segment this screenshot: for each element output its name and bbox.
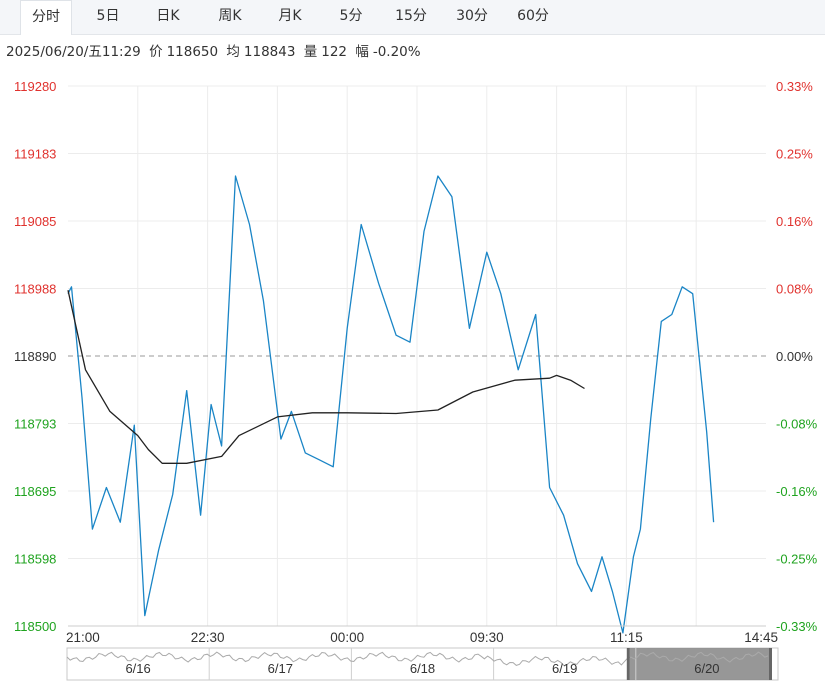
navigator-date-label: 6/20 bbox=[694, 661, 719, 676]
navigator-trend bbox=[66, 651, 769, 667]
average-price-line bbox=[67, 290, 585, 464]
x-tick-label: 14:45 bbox=[744, 630, 778, 645]
tab-intraday[interactable]: 分时 bbox=[20, 0, 72, 35]
y-tick-left: 118500 bbox=[14, 619, 56, 634]
x-tick-label: 09:30 bbox=[470, 630, 504, 645]
y-tick-right: 0.16% bbox=[776, 214, 813, 229]
tab-5min[interactable]: 5分 bbox=[339, 8, 363, 24]
navigator-date-label: 6/18 bbox=[410, 661, 435, 676]
y-tick-right: 0.25% bbox=[776, 147, 813, 162]
period-tabs: 分时 5日 日K 周K 月K 5分 15分 30分 60分 bbox=[0, 0, 825, 35]
x-tick-label: 21:00 bbox=[66, 630, 100, 645]
info-chg-label: 幅 bbox=[355, 44, 369, 60]
y-tick-left: 119183 bbox=[14, 147, 56, 162]
quote-info-bar: 2025/06/20/五11:29 价 118650 均 118843 量 122 幅… bbox=[6, 40, 425, 60]
tab-30min[interactable]: 30分 bbox=[456, 8, 488, 24]
info-chg: -0.20% bbox=[372, 44, 421, 60]
info-price: 118650 bbox=[166, 44, 219, 60]
y-tick-right: 0.00% bbox=[776, 349, 813, 364]
y-tick-left: 118598 bbox=[14, 552, 56, 567]
x-tick-label: 00:00 bbox=[330, 630, 364, 645]
tab-monthly-k[interactable]: 月K bbox=[278, 8, 302, 24]
y-tick-left: 118695 bbox=[14, 484, 56, 499]
navigator-handle-right bbox=[769, 648, 772, 680]
price-line bbox=[67, 175, 715, 634]
y-tick-right: -0.16% bbox=[776, 484, 818, 499]
navigator-date-label: 6/19 bbox=[552, 661, 577, 676]
x-tick-label: 22:30 bbox=[191, 630, 225, 645]
y-tick-right: -0.33% bbox=[776, 619, 818, 634]
y-tick-left: 118988 bbox=[14, 282, 56, 297]
info-datetime: 2025/06/20/五11:29 bbox=[6, 44, 141, 60]
navigator-handle-left bbox=[626, 648, 630, 680]
y-tick-left: 119280 bbox=[14, 79, 56, 94]
info-avg-label: 均 bbox=[226, 44, 240, 60]
y-tick-right: -0.08% bbox=[776, 417, 818, 432]
tab-weekly-k[interactable]: 周K bbox=[218, 8, 242, 24]
y-tick-right: -0.25% bbox=[776, 552, 818, 567]
x-tick-label: 11:15 bbox=[610, 630, 643, 645]
navigator-date-label: 6/17 bbox=[268, 661, 293, 676]
info-vol: 122 bbox=[321, 44, 348, 60]
tab-60min[interactable]: 60分 bbox=[517, 8, 549, 24]
info-avg: 118843 bbox=[243, 44, 296, 60]
navigator-date-label: 6/16 bbox=[125, 661, 150, 676]
tab-15min[interactable]: 15分 bbox=[395, 8, 427, 24]
tab-5day[interactable]: 5日 bbox=[96, 8, 120, 24]
y-tick-left: 118793 bbox=[14, 417, 56, 432]
y-tick-right: 0.08% bbox=[776, 282, 813, 297]
y-tick-left: 119085 bbox=[14, 214, 56, 229]
y-tick-right: 0.33% bbox=[776, 79, 813, 94]
tab-daily-k[interactable]: 日K bbox=[156, 8, 180, 24]
y-tick-left: 118890 bbox=[14, 349, 56, 364]
info-price-label: 价 bbox=[149, 44, 163, 60]
info-vol-label: 量 bbox=[303, 44, 318, 60]
